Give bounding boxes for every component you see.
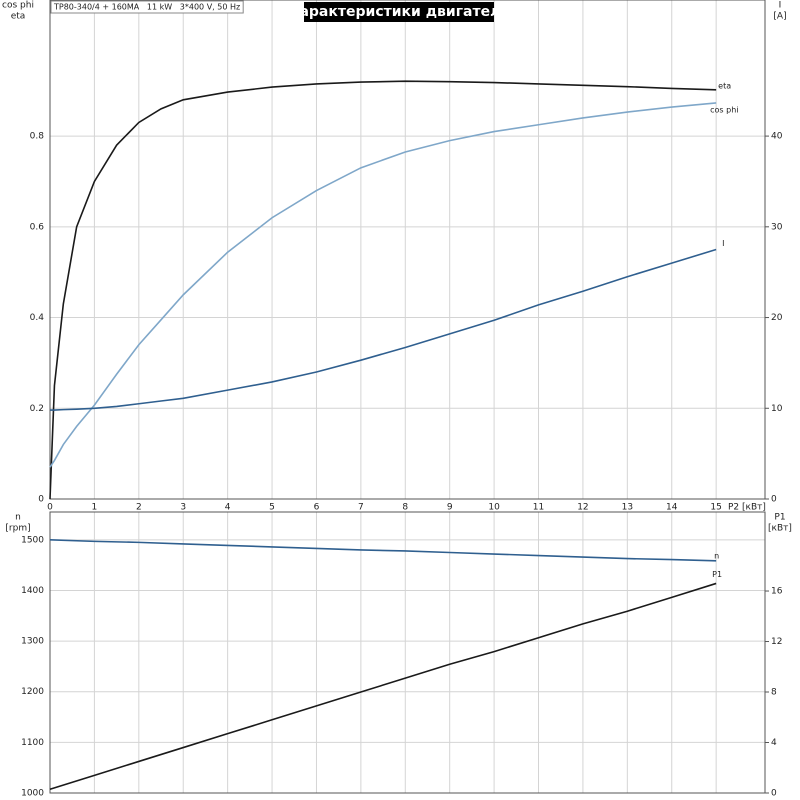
y2-tick-label: 0 — [771, 495, 777, 505]
y-axis-label: cos phi — [2, 1, 34, 11]
y-tick-label: 0 — [38, 495, 44, 505]
series-line — [49, 539, 717, 562]
y-tick-label: 0.8 — [30, 132, 45, 142]
x-tick-label: 7 — [358, 503, 364, 513]
series-line — [49, 102, 717, 468]
y2-tick-label: 20 — [771, 313, 783, 323]
series-line — [49, 80, 717, 500]
title-box — [304, 2, 494, 22]
x-tick-label: 9 — [447, 503, 453, 513]
y-tick-label: 1200 — [21, 687, 44, 697]
y2-axis-label: [кВт] — [768, 524, 792, 534]
y2-tick-label: 16 — [771, 587, 783, 597]
y2-tick-label: 30 — [771, 222, 783, 232]
y-axis-label: eta — [11, 12, 26, 22]
x-tick-label: 12 — [577, 503, 588, 513]
x-tick-label: 2 — [136, 503, 142, 513]
series-label: P1 — [712, 570, 722, 579]
x-tick-label: 10 — [488, 503, 500, 513]
series-label: n — [714, 551, 719, 560]
y-axis-label: [rpm] — [5, 524, 30, 534]
x-tick-label: 5 — [269, 503, 275, 513]
y2-tick-label: 40 — [771, 132, 783, 142]
x-tick-label: 13 — [622, 503, 633, 513]
x-tick-label: 8 — [402, 503, 408, 513]
x-tick-label: 14 — [666, 503, 678, 513]
x-tick-label: 4 — [225, 503, 231, 513]
x-tick-label: 11 — [533, 503, 544, 513]
y-tick-label: 0.6 — [30, 222, 45, 232]
y2-tick-label: 8 — [771, 688, 777, 698]
plot-frame — [49, 0, 766, 500]
y2-tick-label: 12 — [771, 637, 782, 647]
series-label: cos phi — [710, 105, 738, 114]
y-axis-label: n — [15, 513, 21, 523]
y-tick-label: 1300 — [21, 637, 44, 647]
x-tick-label: 1 — [92, 503, 98, 513]
chart-subtitle: TP80-340/4 + 160MA 11 kW 3*400 V, 50 Hz — [53, 3, 240, 12]
subtitle-box — [50, 0, 244, 14]
y2-tick-label: 0 — [771, 789, 777, 799]
series-label: I — [722, 239, 724, 248]
series-label: eta — [718, 81, 731, 90]
y2-axis-label: P1 — [774, 513, 785, 523]
series-line — [49, 582, 717, 790]
y-tick-label: 1100 — [21, 738, 44, 748]
chart-title: Характеристики двигателя — [289, 4, 510, 20]
y-tick-label: 1500 — [21, 535, 44, 545]
y-tick-label: 0.4 — [30, 313, 45, 323]
x-axis-label: P2 [кВт] — [728, 503, 766, 513]
x-tick-label: 6 — [314, 503, 320, 513]
x-tick-label: 3 — [180, 503, 186, 513]
y2-axis-label: I — [779, 1, 782, 11]
y2-tick-label: 4 — [771, 738, 777, 748]
y2-tick-label: 10 — [771, 404, 783, 414]
plot-frame — [49, 511, 766, 794]
y2-axis-label: [A] — [773, 12, 786, 22]
x-tick-label: 15 — [710, 503, 721, 513]
series-line — [50, 248, 717, 411]
y-tick-label: 1000 — [21, 789, 44, 799]
x-tick-label: 0 — [47, 503, 53, 513]
y-tick-label: 1400 — [21, 586, 44, 596]
y-tick-label: 0.2 — [30, 404, 44, 414]
